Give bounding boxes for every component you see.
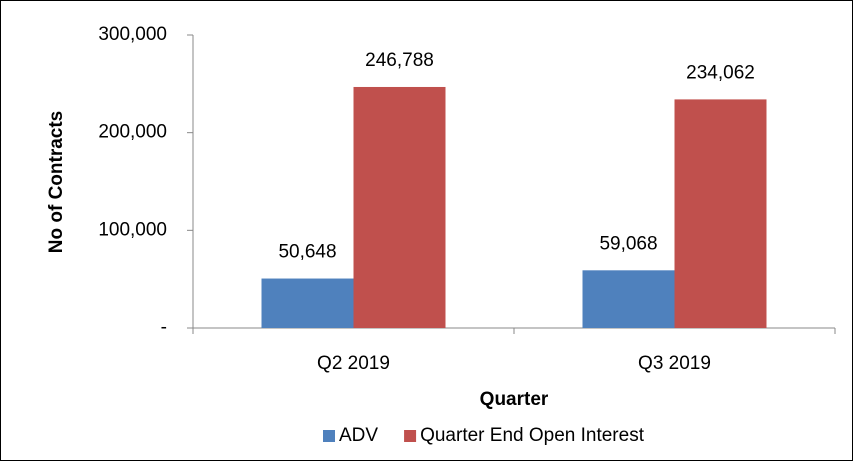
x-axis-label: Quarter: [480, 389, 549, 410]
value-label: 59,068: [599, 233, 657, 254]
y-tick-label: -: [161, 317, 167, 338]
y-tick-label: 200,000: [98, 122, 167, 143]
y-tick-label: 300,000: [98, 24, 167, 45]
bar: [261, 278, 354, 328]
bar: [674, 99, 767, 328]
legend-swatch: [323, 430, 335, 442]
bar: [353, 86, 446, 328]
value-label: 246,788: [365, 50, 434, 71]
legend-label: Quarter End Open Interest: [420, 425, 645, 446]
legend-swatch: [404, 430, 417, 442]
legend-label: ADV: [339, 425, 378, 446]
value-label: 234,062: [686, 62, 755, 83]
bar: [582, 270, 675, 328]
y-axis-label: No of Contracts: [46, 111, 67, 254]
x-tick-label: Q3 2019: [638, 353, 711, 374]
value-label: 50,648: [278, 242, 336, 263]
y-tick-label: 100,000: [98, 219, 167, 240]
x-tick-label: Q2 2019: [317, 353, 390, 374]
